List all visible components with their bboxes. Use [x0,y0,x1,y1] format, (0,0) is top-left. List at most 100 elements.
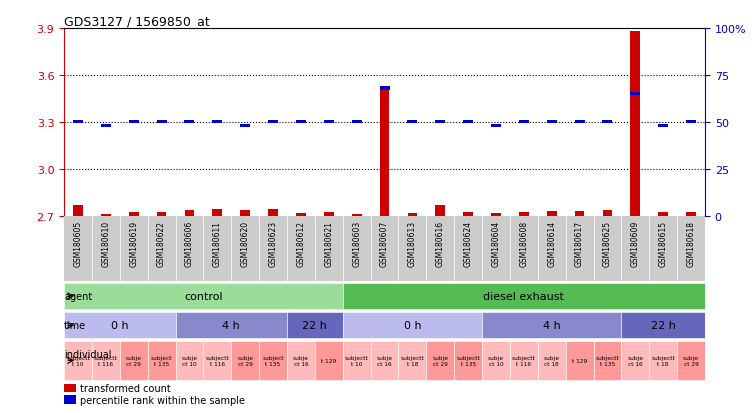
Text: GSM180622: GSM180622 [157,220,166,266]
Bar [491,124,501,128]
Bar [649,341,677,380]
Bar [621,341,649,380]
Bar [323,121,334,124]
Bar [64,384,75,392]
Bar [519,212,529,217]
Bar [398,341,426,380]
Bar [296,121,306,124]
Text: subjectt
t 135: subjectt t 135 [456,355,480,366]
Bar [482,341,510,380]
Bar [407,121,418,124]
Bar [658,124,668,128]
Bar [213,121,222,124]
Bar [129,212,139,217]
Text: GSM180618: GSM180618 [687,220,695,266]
Bar [185,121,195,124]
Text: GSM180606: GSM180606 [185,220,194,266]
Text: subje
ct 16: subje ct 16 [627,355,643,366]
Text: GSM180607: GSM180607 [380,220,389,266]
Text: subjectt
t 135: subjectt t 135 [596,355,619,366]
Bar [379,87,390,90]
Text: subjectt
t 10: subjectt t 10 [66,355,90,366]
Text: 4 h: 4 h [543,320,561,330]
Text: subje
ct 29: subje ct 29 [432,355,449,366]
Text: 0 h: 0 h [403,320,421,330]
Text: subje
ct 29: subje ct 29 [238,355,253,366]
Bar [510,341,538,380]
Bar [566,341,593,380]
Text: subje
ct 29: subje ct 29 [126,355,142,366]
Bar [435,121,446,124]
Text: transformed count: transformed count [80,383,171,393]
Text: 22 h: 22 h [302,320,327,330]
Text: GSM180621: GSM180621 [324,220,333,266]
Bar [463,213,473,217]
Text: time: time [64,320,86,330]
Text: GSM180619: GSM180619 [129,220,138,266]
Bar [343,341,371,380]
Bar [241,211,250,217]
Text: subje
ct 10: subje ct 10 [182,355,198,366]
Bar [621,312,705,339]
Bar [435,206,445,217]
Text: GSM180614: GSM180614 [547,220,556,266]
Text: GSM180625: GSM180625 [603,220,612,266]
Bar [73,205,83,217]
Text: subjectt
t 18: subjectt t 18 [651,355,675,366]
Text: GSM180609: GSM180609 [631,220,640,266]
Bar [157,212,167,217]
Bar [407,214,417,217]
Text: GSM180603: GSM180603 [352,220,361,266]
Text: GSM180604: GSM180604 [492,220,501,266]
Bar [602,211,612,217]
Bar [519,121,529,124]
Bar [73,121,83,124]
Text: 0 h: 0 h [111,320,129,330]
Bar [241,124,250,128]
Text: GDS3127 / 1569850_at: GDS3127 / 1569850_at [64,15,210,28]
Bar [296,214,306,217]
Bar [343,312,482,339]
Text: GSM180610: GSM180610 [101,220,110,266]
Bar [287,312,343,339]
Text: control: control [184,291,222,301]
Bar [547,211,556,217]
Text: GSM180623: GSM180623 [268,220,277,266]
Bar [64,395,75,404]
Text: individual: individual [64,349,112,360]
Bar [602,121,612,124]
Bar [426,341,454,380]
Text: GSM180608: GSM180608 [520,220,529,266]
Bar [92,341,120,380]
Bar [287,341,315,380]
Text: 4 h: 4 h [222,320,241,330]
Text: subje
ct 16: subje ct 16 [293,355,309,366]
Bar [101,124,111,128]
Text: subject
t 135: subject t 135 [151,355,173,366]
Text: GSM180611: GSM180611 [213,220,222,266]
Text: 22 h: 22 h [651,320,676,330]
Bar [491,214,501,217]
Text: GSM180624: GSM180624 [464,220,473,266]
Bar [157,121,167,124]
Bar [454,341,482,380]
Text: GSM180615: GSM180615 [659,220,668,266]
Text: subje
ct 16: subje ct 16 [376,355,393,366]
Bar [538,341,566,380]
Bar [129,121,139,124]
Bar [380,88,389,217]
Bar [575,211,584,217]
Bar [371,341,398,380]
Bar [630,32,640,217]
Bar [148,341,176,380]
Bar [268,121,278,124]
Bar [343,283,705,309]
Bar [658,213,668,217]
Text: GSM180612: GSM180612 [296,220,305,266]
Text: percentile rank within the sample: percentile rank within the sample [80,394,245,405]
Text: GSM180620: GSM180620 [241,220,250,266]
Text: t 129: t 129 [572,358,587,363]
Bar [351,121,362,124]
Bar [204,341,231,380]
Bar [686,121,696,124]
